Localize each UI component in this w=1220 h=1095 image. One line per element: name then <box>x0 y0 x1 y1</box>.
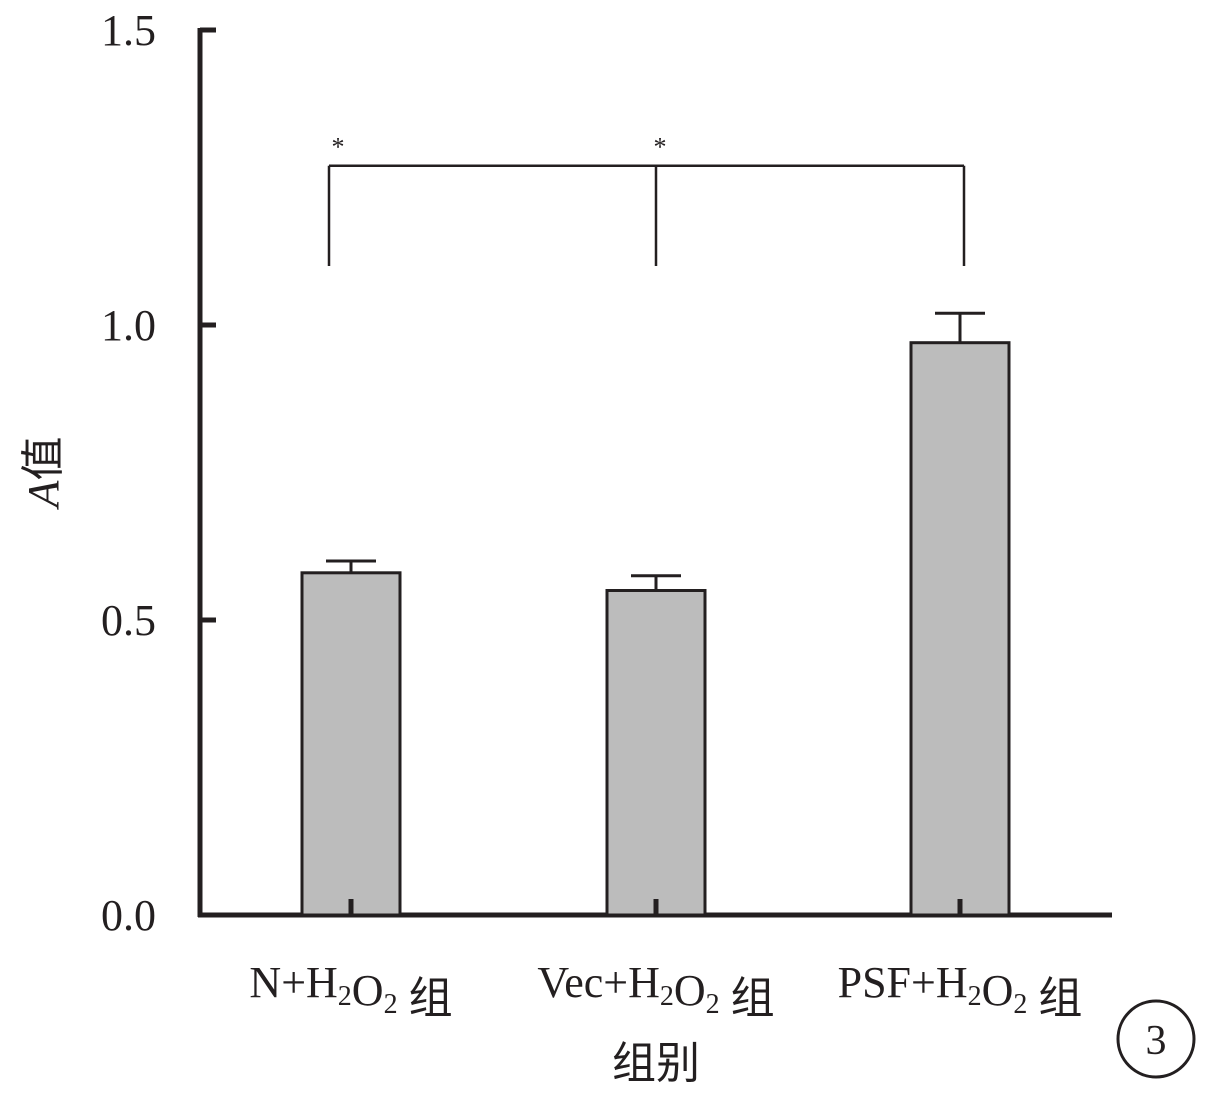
y-tick-label-2: 1.0 <box>101 301 156 350</box>
y-tick-label-3: 1.5 <box>101 6 156 55</box>
bar-2 <box>909 341 1011 917</box>
x-tick-label-0: N+H2O2 组 <box>249 958 452 1023</box>
panel-label-number: 3 <box>1146 1018 1167 1064</box>
x-axis-label: 组别 <box>612 1039 700 1088</box>
bar-1 <box>605 589 707 917</box>
error-bars <box>326 311 985 591</box>
panel-label: 3 <box>1116 999 1196 1079</box>
x-tick-label-2: PSF+H2O2 组 <box>838 958 1083 1023</box>
significance-brackets: * * <box>327 133 966 266</box>
bars <box>300 341 1011 917</box>
y-tick-label-0: 0.0 <box>101 891 156 940</box>
y-axis-label: A值 <box>19 437 68 511</box>
bar-0 <box>300 571 402 917</box>
y-tick-label-1: 0.5 <box>101 596 156 645</box>
panel-label-circle <box>1116 999 1196 1079</box>
significance-mark-1: * <box>654 133 667 162</box>
significance-mark-0: * <box>332 133 345 162</box>
x-tick-label-1: Vec+H2O2 组 <box>537 958 774 1023</box>
x-tick-labels: N+H2O2 组 Vec+H2O2 组 PSF+H2O2 组 <box>249 958 1082 1023</box>
